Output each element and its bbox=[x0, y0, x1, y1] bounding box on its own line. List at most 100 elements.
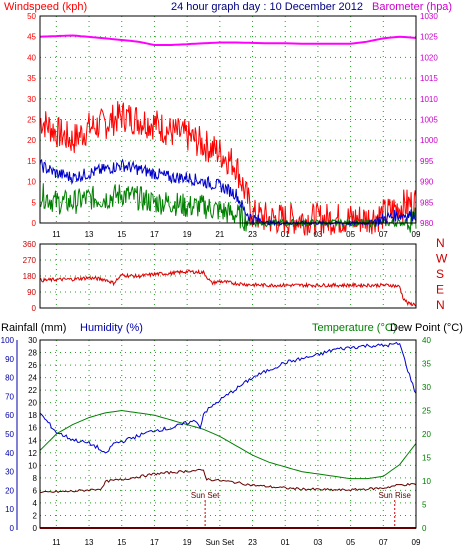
barometer-tick-labels: 980 985 990 995 1000 1005 1010 1015 1020 1025 1030 bbox=[420, 12, 438, 228]
direction-series bbox=[39, 268, 417, 307]
wind-plot-frame bbox=[39, 15, 417, 224]
x-tick-label: 07 bbox=[379, 230, 388, 239]
direction-tick: 0 bbox=[32, 304, 37, 313]
temperature-series bbox=[39, 409, 417, 480]
direction-tick: 360 bbox=[23, 240, 37, 249]
windspeed-tick: 30 bbox=[27, 95, 36, 104]
x-tick-label: 05 bbox=[346, 538, 355, 547]
sun-marker-label: Sun Rise bbox=[379, 491, 412, 500]
x-tick-label: 19 bbox=[183, 538, 192, 547]
barometer-tick: 1010 bbox=[420, 95, 438, 104]
barometer-tick: 1030 bbox=[420, 12, 438, 21]
temperature-tick: 10 bbox=[422, 477, 431, 486]
windspeed-tick: 15 bbox=[27, 157, 36, 166]
barometer-tick: 1000 bbox=[420, 136, 438, 145]
barometer-tick: 995 bbox=[420, 157, 434, 166]
humidity-tick: 70 bbox=[5, 392, 14, 401]
compass-label: N bbox=[436, 236, 445, 250]
climate-plot-frame bbox=[39, 339, 417, 529]
temperature-axis-title: Temperature (°C) bbox=[312, 322, 396, 334]
barometer-tick: 985 bbox=[420, 198, 434, 207]
temperature-tick: 20 bbox=[422, 430, 431, 439]
x-tick-label: 17 bbox=[150, 230, 159, 239]
compass-label: E bbox=[436, 283, 444, 297]
barometer-series bbox=[39, 34, 417, 46]
windspeed-tick: 0 bbox=[32, 219, 37, 228]
humidity-tick: 30 bbox=[5, 468, 14, 477]
barometer-tick: 1025 bbox=[420, 33, 438, 42]
barometer-tick: 980 bbox=[420, 219, 434, 228]
temperature-tick: 40 bbox=[422, 336, 431, 345]
x-tick-label: 09 bbox=[412, 538, 421, 547]
climate-gridlines: Sun Set Sun Rise bbox=[40, 339, 417, 529]
rain-tick: 20 bbox=[28, 399, 37, 408]
rain-tick: 6 bbox=[33, 486, 38, 495]
direction-tick: 90 bbox=[27, 288, 36, 297]
compass-label: N bbox=[436, 298, 445, 312]
rain-tick: 24 bbox=[28, 374, 37, 383]
windspeed-tick: 45 bbox=[27, 33, 36, 42]
humidity-axis-title: Humidity (%) bbox=[80, 322, 143, 334]
compass-label: W bbox=[436, 252, 448, 266]
x-tick-label: 01 bbox=[281, 230, 290, 239]
direction-series-line bbox=[39, 268, 417, 307]
direction-gridlines bbox=[40, 243, 417, 309]
compass-label: S bbox=[436, 267, 444, 281]
x-tick-label: 21 bbox=[215, 230, 224, 239]
x-tick-label: 15 bbox=[117, 230, 126, 239]
windspeed-tick: 5 bbox=[32, 198, 37, 207]
windspeed-tick-labels: 0 5 10 15 20 25 30 35 40 45 50 bbox=[27, 12, 36, 228]
rain-tick: 16 bbox=[28, 424, 37, 433]
direction-plot-frame bbox=[39, 243, 417, 309]
x-tick-label: 05 bbox=[346, 230, 355, 239]
direction-tick-labels: 0 90 180 270 360 bbox=[23, 240, 37, 313]
barometer-axis-title: Barometer (hpa) bbox=[372, 1, 452, 13]
wind-series bbox=[39, 34, 417, 236]
climate-x-tick-labels: 11 13 15 17 19 Sun Set 23 01 03 05 07 09 bbox=[52, 538, 421, 547]
windspeed-tick: 50 bbox=[27, 12, 36, 21]
rain-tick: 2 bbox=[33, 511, 38, 520]
x-tick-label: 11 bbox=[52, 230, 61, 239]
temperature-tick-labels: 0 5 10 15 20 25 30 35 40 bbox=[422, 336, 431, 533]
windspeed-tick: 40 bbox=[27, 53, 36, 62]
temperature-tick: 15 bbox=[422, 454, 431, 463]
x-tick-label: 17 bbox=[150, 538, 159, 547]
humidity-tick: 10 bbox=[5, 505, 14, 514]
rain-tick: 26 bbox=[28, 361, 37, 370]
rain-tick: 0 bbox=[33, 524, 38, 533]
temperature-tick: 25 bbox=[422, 407, 431, 416]
windspeed-tick: 35 bbox=[27, 74, 36, 83]
humidity-tick: 80 bbox=[5, 374, 14, 383]
direction-tick: 270 bbox=[23, 256, 37, 265]
rain-tick: 28 bbox=[28, 349, 37, 358]
barometer-tick: 1015 bbox=[420, 74, 438, 83]
graph-title: 24 hour graph day : 10 December 2012 bbox=[171, 1, 363, 13]
gust-series bbox=[39, 101, 417, 236]
direction-tick: 180 bbox=[23, 272, 37, 281]
rain-tick: 10 bbox=[28, 461, 37, 470]
x-tick-label: 11 bbox=[52, 538, 61, 547]
humidity-tick: 50 bbox=[5, 430, 14, 439]
barometer-tick: 1020 bbox=[420, 53, 438, 62]
windspeed-tick: 10 bbox=[27, 178, 36, 187]
humidity-tick: 0 bbox=[10, 524, 15, 533]
humidity-tick: 40 bbox=[5, 449, 14, 458]
wind-gridlines bbox=[40, 15, 417, 224]
rain-tick: 18 bbox=[28, 411, 37, 420]
x-tick-label: 23 bbox=[248, 538, 257, 547]
rain-tick: 12 bbox=[28, 449, 37, 458]
rain-tick: 22 bbox=[28, 386, 37, 395]
wind-x-tick-labels: 11 13 15 17 19 21 23 01 03 05 07 09 bbox=[52, 230, 421, 239]
humidity-series bbox=[39, 341, 417, 454]
x-tick-label: 13 bbox=[85, 538, 94, 547]
dewpoint-series bbox=[39, 468, 417, 494]
windspeed-tick: 25 bbox=[27, 116, 36, 125]
temperature-tick: 35 bbox=[422, 360, 431, 369]
humidity-tick: 90 bbox=[5, 355, 14, 364]
x-tick-label: 15 bbox=[117, 538, 126, 547]
x-tick-label: 23 bbox=[248, 230, 257, 239]
x-tick-label: 01 bbox=[281, 538, 290, 547]
x-tick-label: 09 bbox=[412, 230, 421, 239]
